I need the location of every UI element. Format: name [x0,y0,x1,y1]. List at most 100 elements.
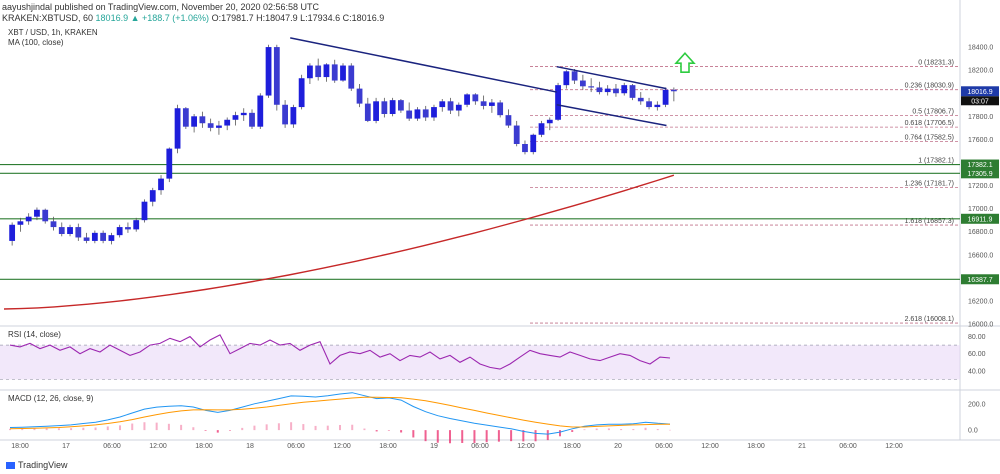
macd-histogram-bar [473,430,476,443]
candle-body [613,88,619,94]
tradingview-brand[interactable]: TradingView [6,460,68,470]
macd-histogram-bar [607,428,610,431]
candle-body [621,85,628,94]
macd-histogram-bar [656,429,659,431]
candle-body [282,104,288,125]
price-tag-label: 16387.7 [967,277,992,284]
candle-body [464,94,470,105]
candle-body [91,232,98,241]
candle-body [199,116,206,124]
macd-tick-label: 200.0 [968,401,986,408]
candle-body [406,110,413,119]
macd-histogram-bar [106,426,109,431]
candle-body [174,108,181,149]
candle-body [207,123,214,128]
macd-histogram-bar [595,428,598,431]
candle-body [348,65,355,89]
fib-level-label: 0.236 (18030.9) [905,83,954,90]
rsi-band [0,345,960,380]
fib-level-label: 1.236 (17181.7) [905,181,954,188]
candle-body [265,47,272,96]
macd-histogram-bar [644,427,647,431]
macd-histogram-bar [351,424,354,431]
candle-body [340,65,346,81]
candle-body [431,107,437,118]
macd-tick-label: 0.0 [968,428,978,435]
rsi-tick-label: 40.00 [968,368,986,375]
macd-histogram-bar [461,430,464,443]
rsi-tick-label: 80.00 [968,334,986,341]
macd-histogram-bar [45,428,48,431]
fib-level-label: 1.618 (16857.3) [905,218,954,225]
macd-histogram-bar [583,429,586,431]
candle-body [480,101,487,106]
candle-body [538,123,545,135]
time-tick-label: 20 [614,443,622,450]
candle-body [67,227,73,234]
candle-body [125,227,131,230]
macd-histogram-bar [559,430,561,437]
macd-histogram-bar [632,429,635,431]
price-tag-label: 17305.9 [967,171,992,178]
candle-body [83,237,90,241]
time-tick-label: 18:00 [563,443,581,450]
macd-histogram-bar [216,430,219,433]
time-tick-label: 12:00 [333,443,351,450]
time-tick-label: 12:00 [149,443,167,450]
candle-body [530,134,537,153]
ma-legend: MA (100, close) [8,38,64,47]
symbol-quote-line: KRAKEN:XBTUSD, 60 18016.9 ▲ +188.7 (+1.0… [2,13,384,23]
fib-level-label: 0 (18231.3) [918,60,954,67]
price-tick-label: 17000.0 [968,206,993,213]
price-tick-label: 17600.0 [968,137,993,144]
candle-body [34,209,40,217]
candle-body [315,65,322,78]
price-tag [961,274,999,285]
time-tick-label: 18:00 [195,443,213,450]
candle-body [257,95,264,127]
candle-body [141,201,148,221]
candle-body [9,224,16,241]
macd-histogram-bar [400,430,403,433]
price-tick-label: 18200.0 [968,68,993,75]
candle-body [364,103,371,121]
macd-histogram-bar [510,430,513,442]
candle-body [563,71,570,86]
candle-body [398,100,404,111]
exchange-label: KRAKEN:XBTUSD, 60 [2,13,94,23]
candle-body [522,144,528,153]
price-tag-label: 16911.9 [968,216,993,223]
macd-histogram-bar [534,430,537,442]
price-tick-label: 16800.0 [968,229,993,236]
macd-histogram-bar [485,430,488,443]
candle-body [488,102,495,106]
macd-histogram-bar [70,428,73,431]
candle-body [604,88,611,93]
price-tag [961,86,999,97]
fib-level-label: 2.618 (16008.1) [905,316,954,323]
macd-histogram-bar [57,428,60,431]
candle-body [58,227,65,234]
macd-histogram-bar [229,430,231,431]
candle-body [116,227,123,236]
macd-histogram-bar [424,430,427,442]
macd-histogram-bar [9,428,11,431]
macd-histogram-bar [375,430,378,432]
time-tick-label: 21 [798,443,806,450]
candle-body [216,125,222,128]
macd-histogram-bar [119,425,121,431]
brand-label: TradingView [18,460,68,470]
macd-histogram-bar [143,422,146,431]
candle-body [472,94,479,102]
macd-histogram-bar [412,430,415,438]
price-tag [961,159,999,170]
candle-body [662,89,669,105]
fib-level-label: 0.764 (17582.5) [905,134,954,141]
candle-body [670,89,677,92]
candle-body [249,112,255,127]
candle-body [331,64,338,81]
macd-histogram-bar [497,430,500,442]
macd-histogram-bar [620,429,623,431]
candle-body [637,97,644,102]
